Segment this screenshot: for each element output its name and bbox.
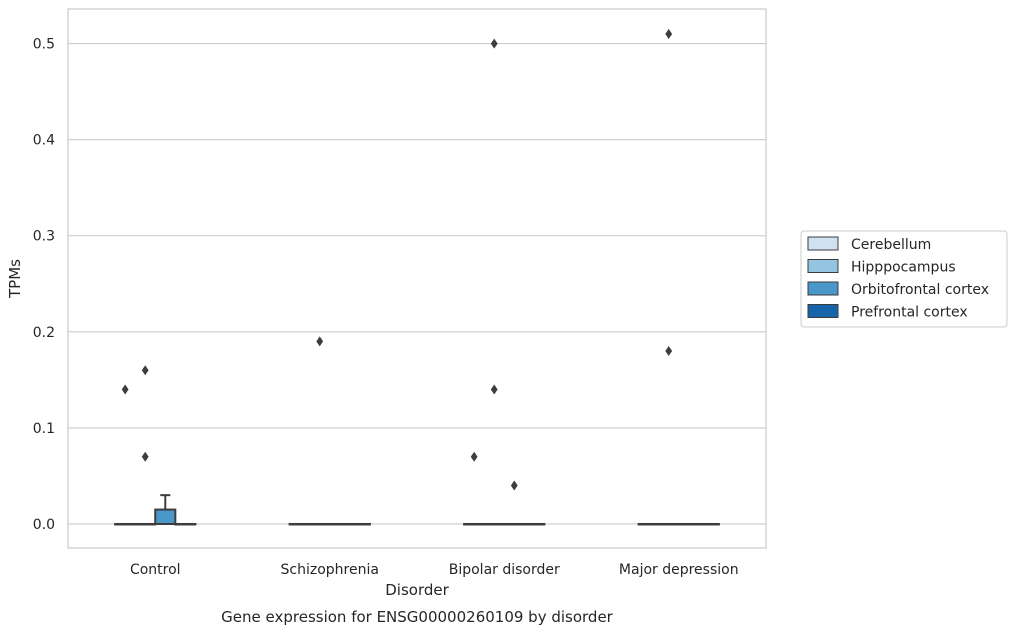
outlier-point: [665, 28, 673, 39]
x-tick-label: Control: [130, 562, 181, 578]
outlier-point: [510, 480, 518, 491]
legend: Cerebellum Hipppocampus Orbitofrontal cort…: [800, 230, 1008, 328]
outlier-point: [316, 336, 324, 347]
x-tick-label: Major depression: [619, 562, 739, 578]
legend-label: Cerebellum: [851, 237, 931, 253]
y-tick-label: 0.0: [33, 517, 55, 533]
outlier-point: [490, 384, 498, 395]
legend-swatch: [807, 236, 839, 251]
box: [154, 508, 177, 525]
legend-swatch: [807, 259, 839, 273]
outlier-point: [141, 451, 149, 462]
legend-frame: [800, 230, 1008, 328]
y-tick-label: 0.4: [33, 133, 55, 149]
outlier-point: [665, 346, 673, 357]
legend-label: Prefrontal cortex: [851, 305, 968, 321]
x-tick-label: Schizophrenia: [281, 562, 379, 578]
gridlines: [68, 43, 766, 525]
outlier-point: [121, 384, 129, 395]
plot-frame: [67, 8, 767, 549]
legend-label: Hipppocampus: [851, 260, 956, 276]
legend-swatch: [807, 281, 839, 296]
legend-swatch: [807, 304, 839, 318]
y-tick-label: 0.2: [33, 325, 55, 341]
outlier-point: [470, 451, 478, 462]
x-tick-label: Bipolar disorder: [449, 562, 560, 578]
plot-area: [114, 28, 720, 526]
x-axis-title: Disorder: [385, 581, 449, 599]
x-axis-ticks: Control Schizophrenia Bipolar disorder Majo…: [130, 562, 739, 578]
outlier-point: [490, 38, 498, 49]
y-tick-label: 0.3: [33, 229, 55, 245]
y-axis-ticks: 0.0 0.1 0.2 0.3 0.4 0.5: [33, 37, 55, 533]
y-tick-label: 0.5: [33, 37, 55, 53]
chart-caption: Gene expression for ENSG00000260109 by d…: [221, 608, 614, 626]
y-tick-label: 0.1: [33, 421, 55, 437]
y-axis-title: TPMs: [6, 259, 24, 299]
outlier-point: [141, 365, 149, 376]
legend-label: Orbitofrontal cortex: [851, 282, 989, 298]
